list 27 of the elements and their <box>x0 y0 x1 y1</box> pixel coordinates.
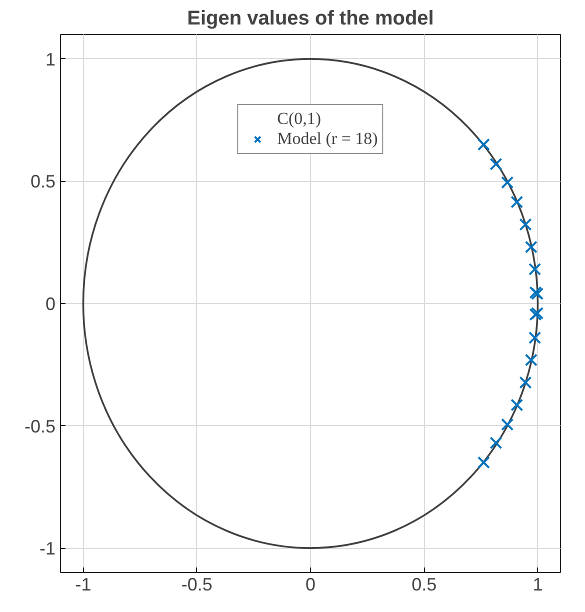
x-tick-label: 1 <box>532 574 543 594</box>
point <box>510 398 524 412</box>
x-tick-label: 0 <box>305 574 316 594</box>
legend-label: Model (r = 18) <box>277 129 378 149</box>
point <box>524 354 538 366</box>
y-tick-label: 1 <box>45 49 56 70</box>
point <box>501 176 514 189</box>
point <box>510 196 524 208</box>
point <box>519 376 532 389</box>
point <box>524 240 538 254</box>
point <box>477 456 490 469</box>
point <box>501 418 514 431</box>
annotation: C(0,1) <box>277 109 322 129</box>
point <box>490 158 502 170</box>
x-tick-label: 0.5 <box>412 574 437 594</box>
point <box>490 436 502 450</box>
x-tick-label: -0.5 <box>181 574 212 594</box>
x-tick-label: -1 <box>75 574 92 594</box>
chart-title: Eigen values of the model <box>187 8 434 30</box>
point <box>477 138 490 151</box>
point <box>528 331 542 344</box>
point <box>519 218 532 231</box>
y-tick-label: 0.5 <box>30 172 56 192</box>
y-tick-label: 0 <box>45 294 56 314</box>
y-tick-label: -1 <box>39 538 56 559</box>
point <box>528 262 542 276</box>
y-tick-label: -0.5 <box>24 416 56 436</box>
